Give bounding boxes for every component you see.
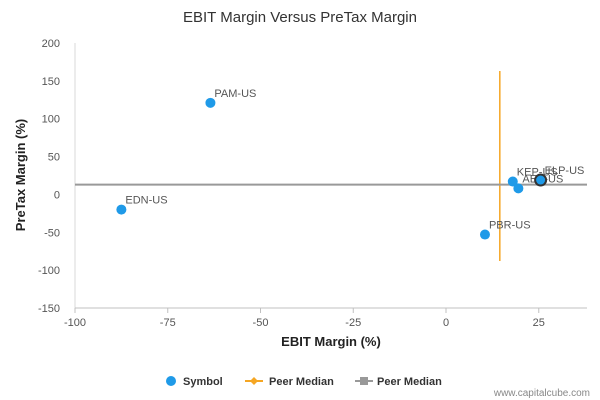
y-tick-label: 150 bbox=[42, 76, 60, 88]
y-tick-label: 50 bbox=[48, 152, 60, 164]
y-tick-label: -50 bbox=[44, 227, 60, 239]
legend-item-peer-median-x[interactable]: Peer Median bbox=[245, 376, 334, 388]
legend-label-symbol: Symbol bbox=[183, 376, 223, 388]
x-tick-label: 25 bbox=[533, 317, 545, 329]
data-point-label: EDN-US bbox=[125, 195, 167, 207]
data-point-label: ELP-US bbox=[545, 165, 585, 177]
x-tick-label: -100 bbox=[64, 317, 86, 329]
x-axis-ticks: -100 -75 -50 -25 0 25 bbox=[64, 308, 545, 329]
peer-median-lines bbox=[75, 71, 587, 262]
data-point-highlighted bbox=[534, 173, 548, 187]
y-axis-title: PreTax Margin (%) bbox=[13, 119, 28, 231]
credit-text[interactable]: www.capitalcube.com bbox=[493, 388, 590, 399]
data-point-label: KEP-US bbox=[517, 167, 558, 179]
data-point bbox=[116, 204, 127, 215]
chart-title: EBIT Margin Versus PreTax Margin bbox=[183, 9, 417, 26]
x-tick-label: 0 bbox=[443, 317, 449, 329]
y-tick-label: 0 bbox=[54, 189, 60, 201]
legend-label-peer-median-y: Peer Median bbox=[377, 376, 442, 388]
data-point bbox=[507, 176, 518, 187]
legend-label-peer-median-x: Peer Median bbox=[269, 376, 334, 388]
legend-square-marker bbox=[360, 377, 368, 385]
data-point bbox=[205, 97, 216, 108]
data-point bbox=[479, 229, 490, 240]
legend-symbol-marker bbox=[166, 376, 176, 386]
data-point-label: PAM-US bbox=[214, 88, 256, 100]
x-tick-label: -75 bbox=[160, 317, 176, 329]
legend: Symbol Peer Median Peer Median bbox=[166, 376, 442, 388]
y-tick-label: 100 bbox=[42, 114, 60, 126]
data-point-label: PBR-US bbox=[489, 220, 531, 232]
x-tick-label: -25 bbox=[345, 317, 361, 329]
y-tick-label: 200 bbox=[42, 38, 60, 50]
legend-item-peer-median-y[interactable]: Peer Median bbox=[355, 376, 442, 388]
x-axis-title: EBIT Margin (%) bbox=[281, 334, 381, 349]
data-point bbox=[513, 183, 524, 194]
y-tick-label: -150 bbox=[38, 303, 60, 315]
legend-item-symbol[interactable]: Symbol bbox=[166, 376, 223, 388]
plot-area bbox=[74, 43, 587, 309]
y-tick-label: -100 bbox=[38, 265, 60, 277]
y-axis-ticks: -150 -100 -50 0 50 100 150 200 bbox=[38, 38, 60, 315]
x-tick-label: -50 bbox=[253, 317, 269, 329]
legend-diamond-marker bbox=[250, 377, 258, 385]
